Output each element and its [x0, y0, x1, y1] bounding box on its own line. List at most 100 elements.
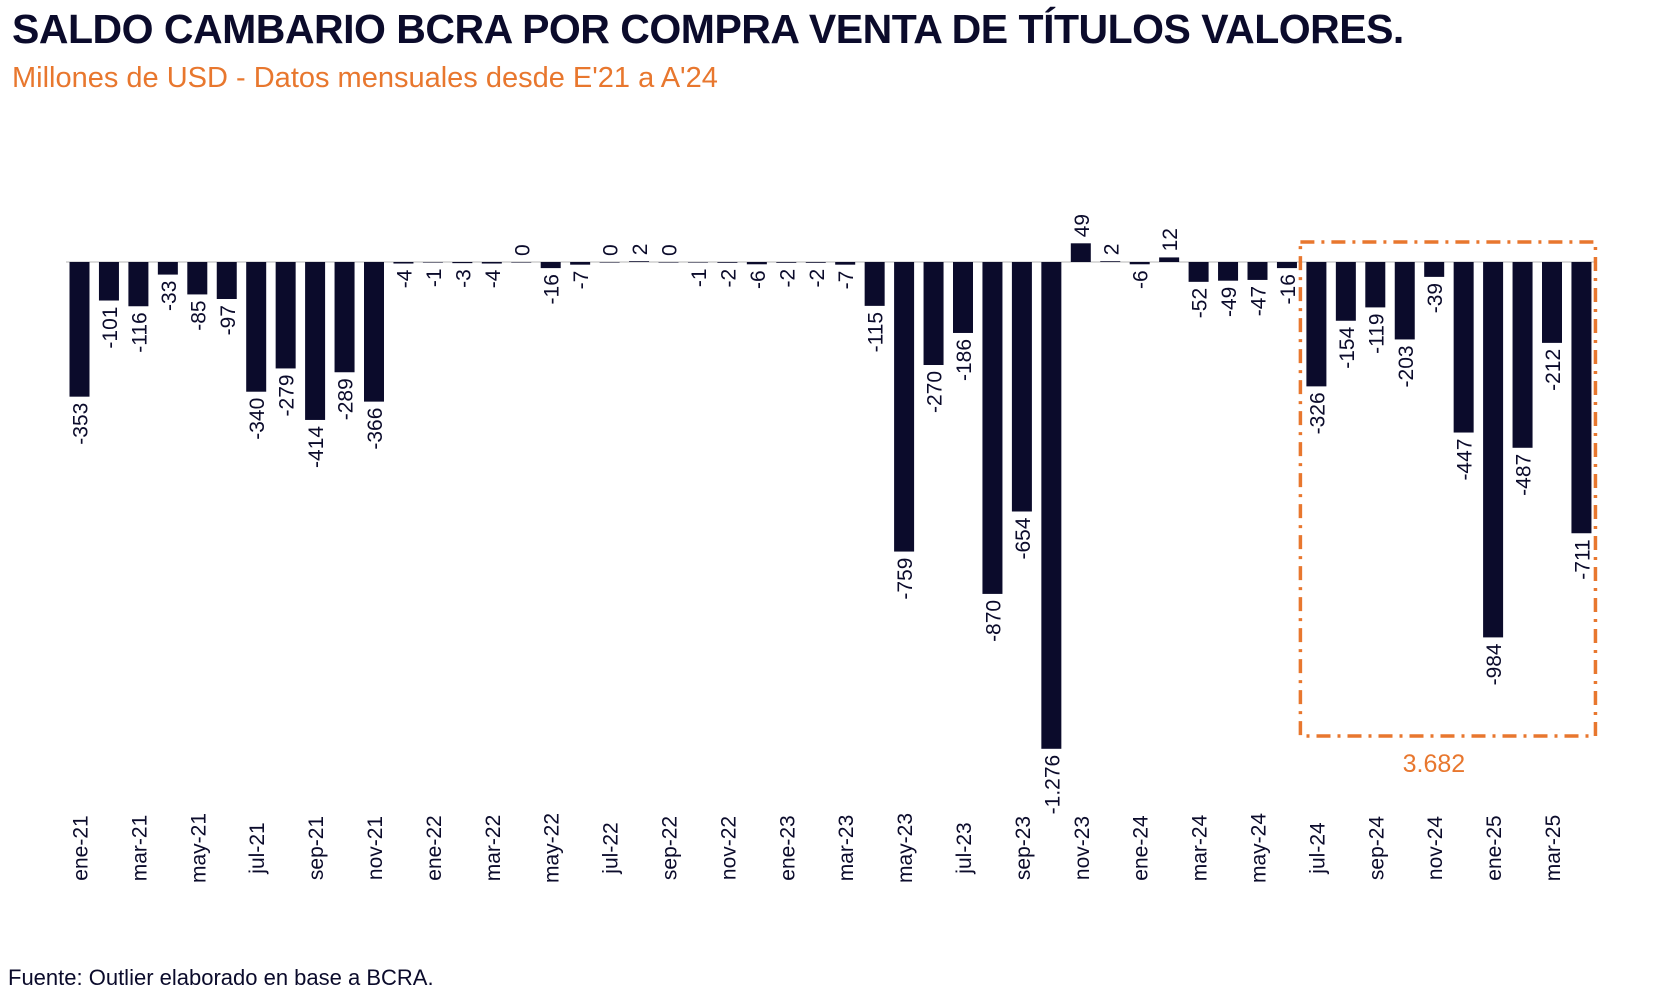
x-tick-label: ene-21 [70, 815, 93, 880]
x-tick-label: sep-24 [1365, 816, 1388, 881]
bar-jul-22 [599, 262, 620, 263]
x-tick-label: nov-24 [1424, 816, 1447, 881]
value-label: -115 [865, 312, 888, 352]
bar-may-24 [1247, 262, 1268, 280]
bar-ene-25 [1483, 262, 1504, 638]
value-label: -97 [217, 305, 240, 335]
value-label: -212 [1542, 349, 1565, 391]
value-label: -4 [482, 269, 505, 288]
value-label: -7 [835, 271, 858, 290]
x-tick-label: nov-23 [1071, 816, 1094, 880]
value-label: -353 [70, 403, 93, 445]
x-tick-label: ene-24 [1130, 815, 1153, 881]
x-tick-label: may-23 [894, 813, 917, 883]
bar-ene-21 [69, 262, 90, 397]
value-label: -2 [717, 269, 740, 288]
value-label: 0 [659, 244, 682, 256]
value-label: -711 [1571, 539, 1594, 579]
value-label: -759 [894, 558, 917, 600]
x-tick-label: jul-23 [953, 822, 976, 874]
value-label: -1.276 [1041, 755, 1064, 815]
bar-mar-21 [128, 262, 149, 307]
x-tick-label: ene-22 [423, 815, 446, 880]
bar-sep-21 [305, 262, 326, 420]
value-label: -85 [187, 300, 210, 330]
value-label: 2 [629, 244, 652, 256]
value-label: -2 [776, 269, 799, 288]
bar-mar-23 [835, 262, 856, 265]
value-label: -3 [452, 269, 475, 288]
value-label: -116 [128, 312, 151, 352]
annotation-total-label: 3.682 [1403, 750, 1466, 778]
bar-feb-25 [1512, 262, 1533, 448]
bar-feb-21 [98, 262, 119, 301]
bar-jun-22 [570, 262, 591, 265]
bar-ene-23 [776, 262, 797, 263]
value-label: -49 [1218, 287, 1241, 317]
value-label: -16 [541, 274, 564, 304]
bar-ago-24 [1335, 262, 1356, 321]
value-label: -7 [570, 271, 593, 290]
bar-oct-21 [334, 262, 355, 373]
value-label: -984 [1483, 643, 1506, 685]
value-label: -366 [364, 408, 387, 450]
bar-may-21 [187, 262, 208, 295]
bar-abr-23 [864, 262, 885, 306]
bar-abr-25 [1571, 262, 1592, 534]
source-note: Fuente: Outlier elaborado en base a BCRA… [8, 965, 434, 990]
x-tick-label: mar-21 [128, 815, 151, 882]
bar-jul-21 [246, 262, 267, 392]
value-label: 2 [1100, 244, 1123, 256]
value-label: -16 [1277, 274, 1300, 304]
bar-nov-24 [1424, 262, 1445, 277]
bar-nov-22 [717, 262, 738, 263]
value-label: 0 [600, 244, 623, 256]
bar-feb-22 [452, 262, 473, 264]
bar-ene-22 [422, 262, 443, 263]
chart-title: SALDO CAMBARIO BCRA POR COMPRA VENTA DE … [12, 6, 1404, 52]
bar-sep-22 [658, 262, 679, 263]
value-label: -33 [158, 281, 181, 311]
value-label: -870 [982, 600, 1005, 642]
x-tick-label: sep-21 [305, 816, 328, 880]
bar-abr-22 [511, 262, 532, 263]
x-tick-label: nov-21 [364, 816, 387, 880]
value-label: -6 [747, 270, 770, 289]
bar-ene-24 [1129, 262, 1150, 265]
bar-jun-24 [1276, 262, 1297, 269]
value-label: -340 [246, 398, 269, 440]
x-tick-label: jul-21 [246, 822, 269, 874]
value-label: -119 [1365, 313, 1388, 353]
value-label: -414 [305, 426, 328, 468]
value-label: 49 [1071, 214, 1094, 237]
value-label: -447 [1454, 439, 1477, 481]
x-tick-label: sep-22 [659, 816, 682, 880]
value-label: -270 [924, 371, 947, 413]
x-tick-label: mar-22 [482, 815, 505, 882]
bar-mar-22 [481, 262, 502, 264]
bar-sep-23 [1011, 262, 1032, 512]
value-label: -1 [423, 268, 446, 287]
x-tick-label: mar-25 [1542, 815, 1565, 882]
bar-oct-22 [687, 262, 708, 263]
bar-dic-23 [1100, 261, 1121, 262]
bar-ago-21 [275, 262, 296, 369]
bar-dic-24 [1453, 262, 1474, 433]
x-tick-label: mar-24 [1189, 814, 1212, 881]
x-tick-label: may-21 [187, 813, 210, 883]
x-tick-label: nov-22 [717, 816, 740, 880]
bar-may-23 [894, 262, 915, 552]
bar-may-22 [540, 262, 561, 269]
bar-ago-23 [982, 262, 1003, 594]
bar-abr-24 [1218, 262, 1239, 281]
bar-jul-23 [953, 262, 973, 333]
bar-feb-24 [1159, 257, 1180, 262]
value-label: -6 [1130, 270, 1153, 289]
value-label: 12 [1159, 228, 1182, 251]
value-label: -326 [1306, 392, 1329, 434]
bar-mar-25 [1542, 262, 1562, 343]
chart-subtitle: Millones de USD - Datos mensuales desde … [12, 62, 718, 94]
value-label: -186 [953, 339, 976, 381]
bar-dic-22 [746, 262, 767, 265]
